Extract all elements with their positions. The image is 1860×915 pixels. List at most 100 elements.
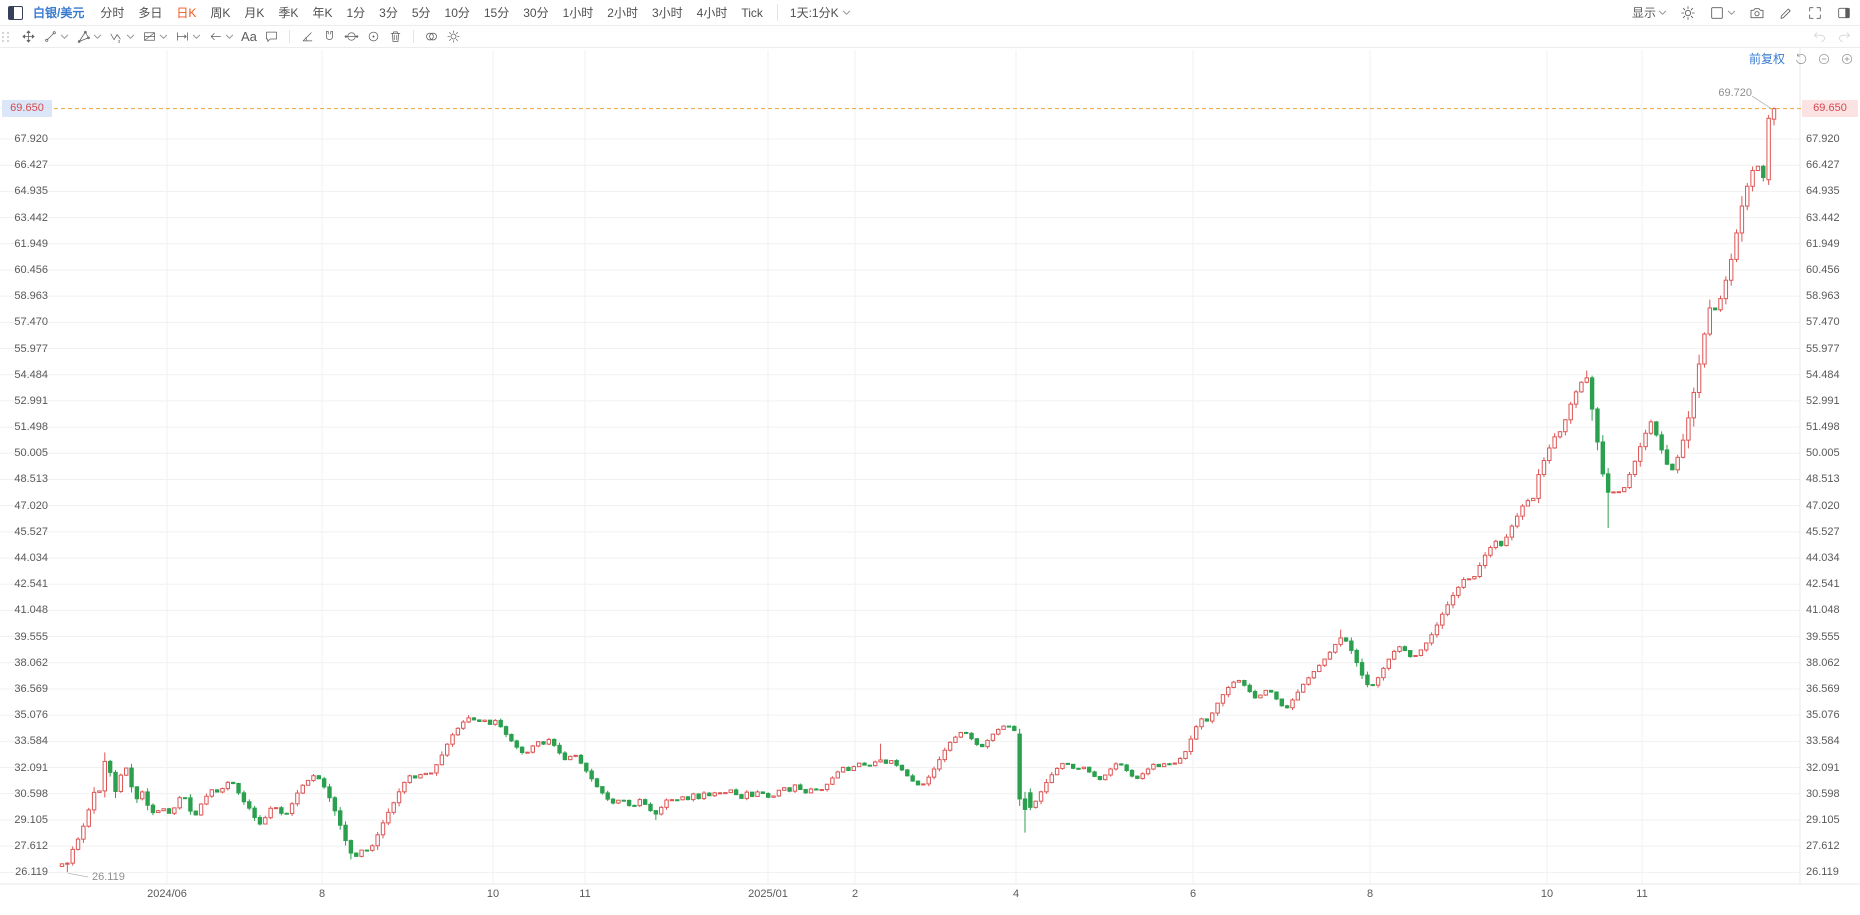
y-axis-tick: 42.541 [14,578,48,591]
side-panel-toggle[interactable] [1836,5,1852,21]
y-axis-tick: 27.612 [14,840,48,853]
menu-item-1小时[interactable]: 1小时 [563,4,594,21]
fib-circle-tool[interactable] [344,29,359,44]
menu-item-分时[interactable]: 分时 [100,4,124,21]
y-axis-tick: 58.963 [1806,290,1840,303]
pennant-icon [77,30,90,43]
screenshot-button[interactable] [1749,5,1765,21]
redo-icon[interactable] [1837,29,1852,44]
menu-item-周K[interactable]: 周K [210,4,230,21]
y-axis-tick: 27.612 [1806,840,1840,853]
y-axis-tick: 63.442 [1806,211,1840,224]
symbol-name[interactable]: 白银/美元 [33,6,85,20]
text-tool[interactable]: Aa [241,29,257,44]
chevron-down-icon [1727,9,1736,15]
menu-item-Tick[interactable]: Tick [741,6,763,20]
split-circle-icon [344,32,359,41]
y-axis-tick: 45.527 [14,525,48,538]
menu-item-5分[interactable]: 5分 [412,4,431,21]
menu-item-1天:1分K[interactable]: 1天:1分K [776,4,851,21]
comment-tool[interactable] [264,29,279,44]
arrow-tool[interactable] [208,29,234,44]
chart-settings-button[interactable] [1680,5,1696,21]
toolbar-drag-handle[interactable] [2,31,10,42]
delete-drawings-tool[interactable] [388,29,403,44]
move-tool[interactable] [21,29,36,44]
menu-item-label: 3小时 [651,6,683,20]
menu-item-月K[interactable]: 月K [244,4,264,21]
magnet-tool[interactable] [322,29,337,44]
channel-tool[interactable] [76,29,102,44]
menu-item-15分[interactable]: 15分 [484,4,509,21]
undo-icon[interactable] [1812,29,1827,44]
y-axis-tick: 36.569 [14,682,48,695]
menu-item-30分[interactable]: 30分 [523,4,548,21]
y-axis-tick: 39.555 [14,630,48,643]
menu-bar: 白银/美元 分时 多日 日K 周K 月K 季K 年K 1分 3分 5分 10分 15分 30分 1小时 2小… [0,0,1860,26]
menu-item-label: 分时 [100,6,125,20]
menu-item-label: 1分 [346,6,366,20]
menu-item-2小时[interactable]: 2小时 [607,4,638,21]
x-axis-tick: 11 [1636,888,1648,900]
wave-tool[interactable]: 3 [109,29,135,44]
drawing-history-actions [1812,29,1852,44]
measure-tool[interactable] [175,29,201,44]
fullscreen-button[interactable] [1807,5,1823,21]
reset-zoom-icon[interactable] [1794,52,1808,66]
pattern-tool[interactable] [142,29,168,44]
y-axis-tick: 58.963 [14,290,48,303]
menu-item-年K[interactable]: 年K [312,4,332,21]
y-axis-tick: 57.470 [1806,316,1840,329]
x-axis-tick: 6 [1189,888,1197,900]
display-dropdown[interactable]: 显示 [1632,4,1667,21]
menu-item-3分[interactable]: 3分 [379,4,398,21]
y-axis-tick: 35.076 [14,709,48,722]
adjustment-mode-button[interactable]: 前复权 [1748,52,1785,66]
compare-tool[interactable] [424,29,439,44]
y-axis-tick: 66.427 [14,159,48,172]
line-segment-icon [45,31,56,42]
zoom-in-icon[interactable] [1840,52,1854,66]
toolbar-separator [288,30,290,43]
high-annotation: 69.720 [1718,87,1752,99]
menu-item-label: 季K [278,6,299,20]
camera-icon [1750,7,1764,18]
current-price-tag-left: 69.650 [2,100,52,117]
tool-settings[interactable] [446,29,461,44]
point-marker-tool[interactable] [366,29,381,44]
menu-item-4小时[interactable]: 4小时 [697,4,728,21]
zoom-out-icon[interactable] [1817,52,1831,66]
y-axis-tick: 48.513 [14,473,48,486]
y-axis-tick: 30.598 [14,787,48,800]
overlap-circles-icon [426,32,437,41]
menu-item-10分[interactable]: 10分 [445,4,470,21]
menu-item-日K[interactable]: 日K [176,4,196,21]
menu-item-label: 周K [210,6,231,20]
menu-item-1分[interactable]: 1分 [346,4,365,21]
menu-item-label: 10分 [444,6,470,20]
y-axis-tick: 60.456 [14,263,48,276]
svg-text:3: 3 [118,39,121,44]
menu-item-季K[interactable]: 季K [278,4,298,21]
y-axis-tick: 32.091 [1806,761,1840,774]
y-axis-tick: 61.949 [14,237,48,250]
menu-item-label: 3分 [379,6,398,20]
menu-item-3小时[interactable]: 3小时 [652,4,683,21]
layout-dropdown[interactable] [1709,5,1736,21]
edit-button[interactable] [1778,5,1794,21]
window-logo-icon[interactable] [8,5,23,20]
arrow-left-icon [210,33,221,40]
low-annotation: 26.119 [92,871,125,883]
menu-item-多日[interactable]: 多日 [138,4,162,21]
y-axis-tick: 47.020 [14,499,48,512]
y-axis-tick: 30.598 [1806,787,1840,800]
y-axis-tick: 52.991 [1806,394,1840,407]
y-axis-tick: 66.427 [1806,159,1840,172]
y-axis-tick: 60.456 [1806,263,1840,276]
chart-corner-controls: 前复权 [1749,50,1854,67]
menu-item-label: 1小时 [562,6,594,20]
angle-tool[interactable] [300,29,315,44]
trendline-tool[interactable] [43,29,69,44]
chevron-down-icon [1658,9,1667,15]
